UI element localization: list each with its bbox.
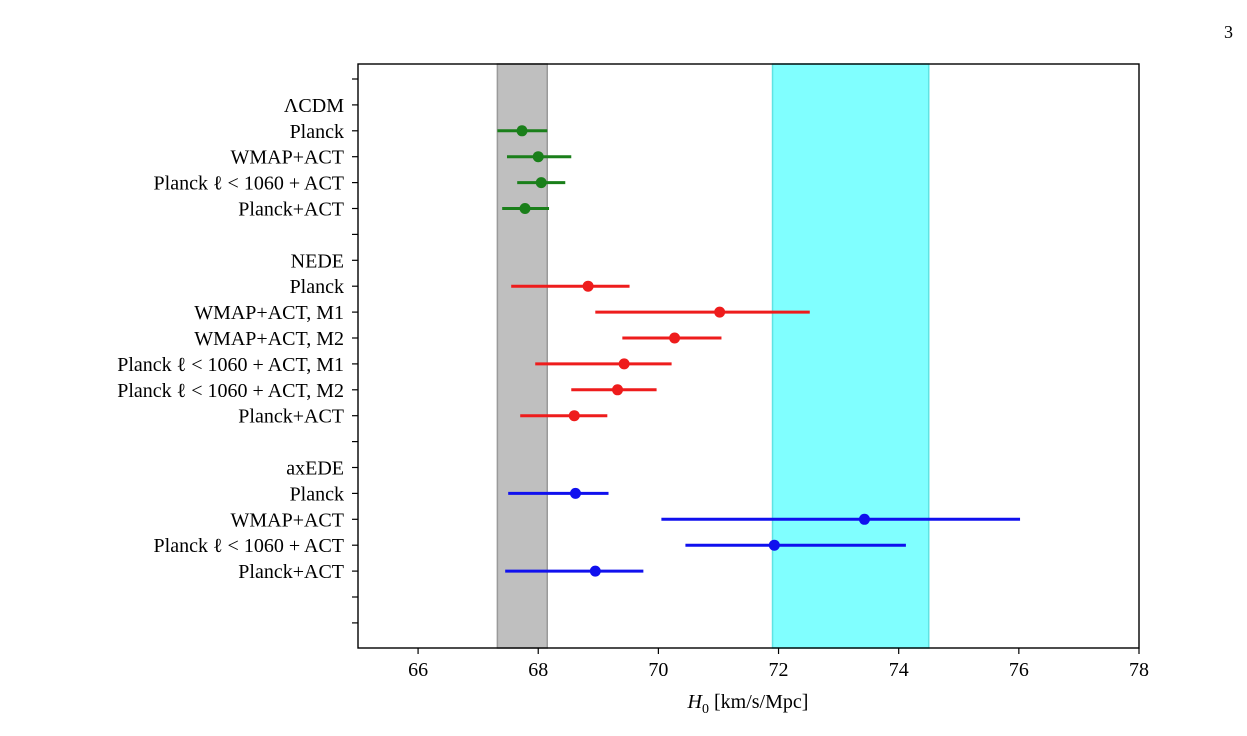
page-number: 3 xyxy=(1224,22,1233,42)
x-axis: 66 68 70 72 74 76 78 xyxy=(408,648,1149,681)
data-point xyxy=(768,539,780,551)
row-label: Planck xyxy=(290,276,344,298)
x-tick-label: 66 xyxy=(408,659,428,681)
row-label: Planck+ACT xyxy=(238,406,344,428)
row-label: Planck xyxy=(290,121,344,143)
row-label: Planck ℓ < 1060 + ACT, M2 xyxy=(117,380,344,402)
data-point xyxy=(669,332,681,344)
data-point xyxy=(519,203,531,214)
data-point xyxy=(589,565,601,577)
x-tick-label: 72 xyxy=(769,659,789,681)
row-label: WMAP+ACT xyxy=(230,509,344,531)
data-point xyxy=(582,280,594,292)
group-label: NEDE xyxy=(291,250,344,272)
data-point xyxy=(569,487,581,499)
x-tick-label: 68 xyxy=(528,659,548,681)
data-point xyxy=(516,125,528,137)
row-label: Planck ℓ < 1060 + ACT xyxy=(154,535,344,557)
row-label: Planck xyxy=(290,483,344,505)
row-label: Planck ℓ < 1060 + ACT xyxy=(154,173,344,195)
data-point xyxy=(612,384,624,396)
data-point xyxy=(532,151,544,163)
data-point xyxy=(618,358,630,370)
row-label: WMAP+ACT xyxy=(230,147,344,169)
x-tick-label: 76 xyxy=(1009,659,1029,681)
x-tick-label: 78 xyxy=(1129,659,1149,681)
shoes-local-band xyxy=(771,63,930,649)
data-point xyxy=(858,513,870,525)
row-label: Planck+ACT xyxy=(238,199,344,221)
x-axis-label-symbol: H xyxy=(687,691,704,713)
row-label: Planck ℓ < 1060 + ACT, M1 xyxy=(117,354,344,376)
row-label: WMAP+ACT, M1 xyxy=(194,302,344,324)
x-tick-label: 74 xyxy=(889,659,909,681)
row-label: Planck+ACT xyxy=(238,561,344,583)
group-label: ΛCDM xyxy=(284,95,344,117)
x-axis-label-subscript: 0 xyxy=(702,702,709,717)
bands-layer xyxy=(496,63,930,649)
plot-frame xyxy=(357,63,1140,649)
group-label: axEDE xyxy=(286,458,344,480)
data-point xyxy=(535,177,547,189)
rows-layer: ΛCDM Planck WMAP+ACT Planck ℓ < 1060 + ACT P… xyxy=(117,78,1021,624)
x-axis-label: H0 [km/s/Mpc] xyxy=(687,691,809,717)
row-label: WMAP+ACT, M2 xyxy=(194,328,344,350)
x-axis-label-units: [km/s/Mpc] xyxy=(709,691,808,713)
x-tick-label: 70 xyxy=(648,659,668,681)
data-point xyxy=(714,306,726,318)
data-point xyxy=(568,410,580,422)
